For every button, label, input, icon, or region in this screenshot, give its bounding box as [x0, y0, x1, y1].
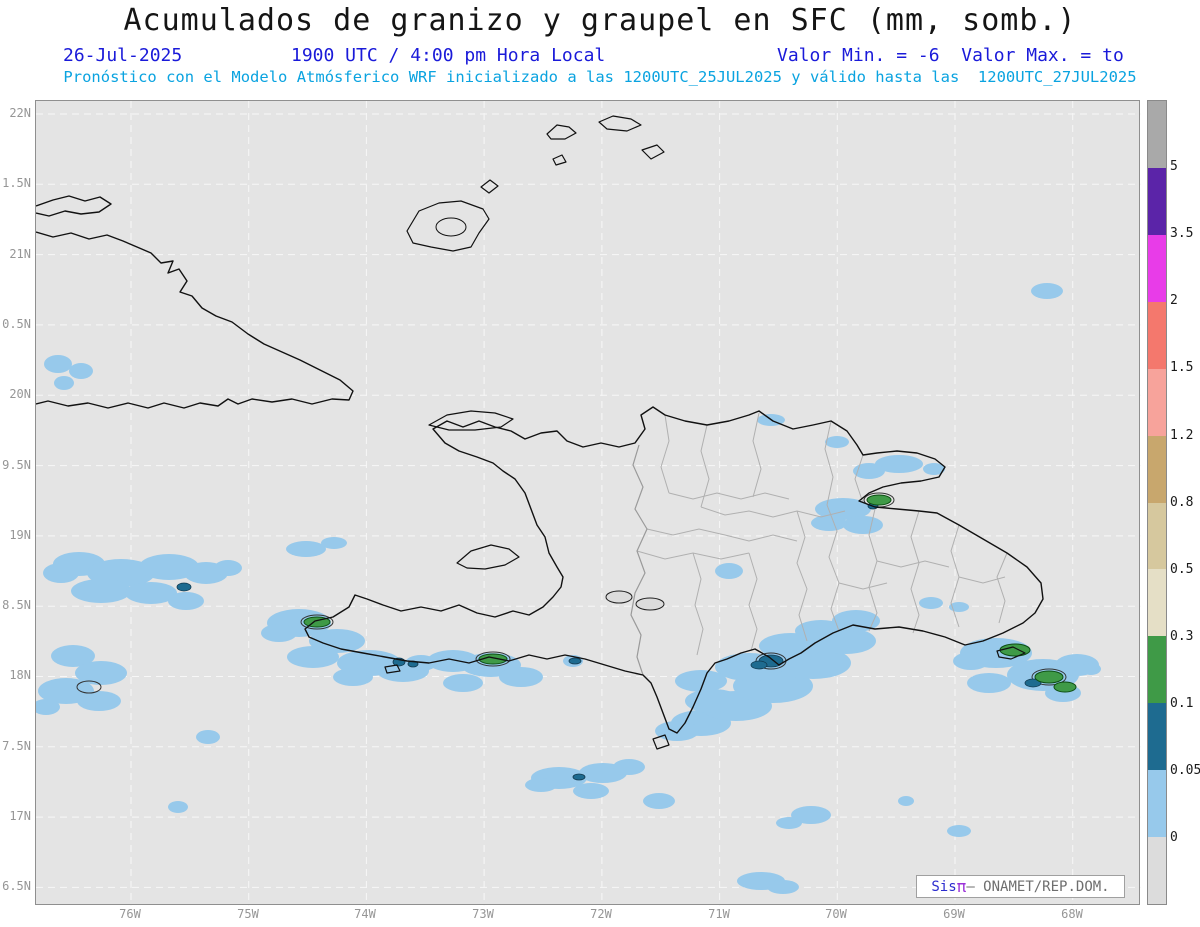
haiti-dr-border: [630, 444, 648, 676]
lon-tick-label: 73W: [472, 907, 494, 921]
colorbar-tick-label: 0.3: [1170, 629, 1194, 644]
watermark-sis: Sis: [931, 878, 957, 895]
lon-tick-label: 71W: [708, 907, 730, 921]
lat-tick-label: 20N: [9, 387, 31, 401]
lon-tick-label: 69W: [943, 907, 965, 921]
colorbar-tick-label: 0.5: [1170, 562, 1194, 577]
inagua-lake: [435, 217, 467, 237]
colorbar-segment: [1148, 502, 1166, 570]
little-inagua-island: [480, 179, 499, 194]
province-boundaries: [636, 412, 1008, 656]
lat-tick-label: 22N: [9, 106, 31, 120]
map-svg: [36, 101, 1141, 906]
lat-tick-label: 7.5N: [2, 739, 31, 753]
lat-tick-label: 1.5N: [2, 176, 31, 190]
hail-patches-light: [36, 283, 1101, 894]
lon-tick-label: 72W: [590, 907, 612, 921]
page-title: Acumulados de granizo y graupel en SFC (…: [123, 3, 1077, 38]
colorbar-tick-label: 0: [1170, 830, 1178, 845]
watermark-source: – ONAMET/REP.DOM.: [966, 878, 1110, 895]
valid-date: 26-Jul-2025: [63, 45, 183, 66]
lon-tick-label: 76W: [119, 907, 141, 921]
colorbar-tick-label: 2: [1170, 293, 1178, 308]
colorbar-tick-label: 3.5: [1170, 226, 1194, 241]
colorbar-segment: [1148, 301, 1166, 369]
colorbar-tick-label: 0.8: [1170, 495, 1194, 510]
cuba-coastline: [36, 195, 354, 409]
pi-icon: π: [956, 877, 967, 896]
lon-tick-label: 68W: [1061, 907, 1083, 921]
colorbar-segment: [1148, 435, 1166, 503]
hail-patches-teal: [176, 502, 1042, 781]
lat-tick-label: 21N: [9, 247, 31, 261]
lat-tick-label: 8.5N: [2, 598, 31, 612]
forecast-description: Pronóstico con el Modelo Atmósferico WRF…: [63, 68, 1137, 86]
colorbar-segment: [1148, 368, 1166, 436]
beata-island: [652, 734, 670, 750]
gonave-island: [456, 544, 520, 570]
map-area: [35, 100, 1141, 906]
colorbar-tick-label: 5: [1170, 159, 1178, 174]
lat-tick-label: 18N: [9, 668, 31, 682]
colorbar-segment: [1148, 569, 1166, 637]
colorbar-tick-label: 0.05: [1170, 763, 1200, 778]
colorbar-tick-label: 1.5: [1170, 360, 1194, 375]
watermark: Sis π – ONAMET/REP.DOM.: [916, 875, 1125, 898]
colorbar-tick-label: 1.2: [1170, 428, 1194, 443]
border-lakes: [605, 590, 665, 611]
lat-tick-label: 17N: [9, 809, 31, 823]
lat-tick-label: 0.5N: [2, 317, 31, 331]
lon-tick-label: 75W: [237, 907, 259, 921]
lat-tick-label: 19N: [9, 528, 31, 542]
tortuga-island: [428, 410, 514, 431]
colorbar-segment: [1148, 167, 1166, 235]
ile-a-vache-island: [384, 664, 401, 674]
hail-patches-green: [303, 494, 1077, 693]
colorbar-segment: [1148, 703, 1166, 771]
colorbar-segment: [1148, 770, 1166, 838]
valid-time: 1900 UTC / 4:00 pm Hora Local: [291, 45, 606, 66]
hispaniola-coastline: [304, 406, 1044, 734]
lat-tick-label: 9.5N: [2, 458, 31, 472]
turks-caicos-islands: [546, 115, 665, 166]
great-inagua-island: [406, 200, 490, 252]
colorbar-segment: [1148, 234, 1166, 302]
colorbar-tick-label: 0.1: [1170, 696, 1194, 711]
lon-tick-label: 74W: [354, 907, 376, 921]
colorbar-segment: [1148, 636, 1166, 704]
lon-tick-label: 70W: [825, 907, 847, 921]
coastlines: [36, 115, 1044, 750]
colorbar-segment: [1148, 101, 1166, 168]
lat-tick-label: 6.5N: [2, 879, 31, 893]
min-max-values: Valor Min. = -6 Valor Max. = to: [777, 45, 1124, 66]
saona-island: [996, 646, 1026, 660]
colorbar: [1147, 100, 1167, 905]
colorbar-segment: [1148, 837, 1166, 905]
